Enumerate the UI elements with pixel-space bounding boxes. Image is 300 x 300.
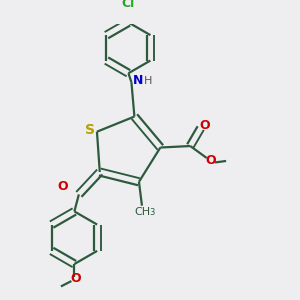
Text: O: O (199, 118, 210, 132)
Text: Cl: Cl (122, 0, 135, 11)
Text: CH: CH (135, 207, 151, 217)
Text: H: H (144, 76, 152, 86)
Text: O: O (206, 154, 217, 167)
Text: 3: 3 (149, 208, 154, 217)
Text: S: S (85, 123, 95, 137)
Text: O: O (70, 272, 81, 286)
Text: N: N (133, 74, 143, 87)
Text: O: O (57, 180, 68, 194)
